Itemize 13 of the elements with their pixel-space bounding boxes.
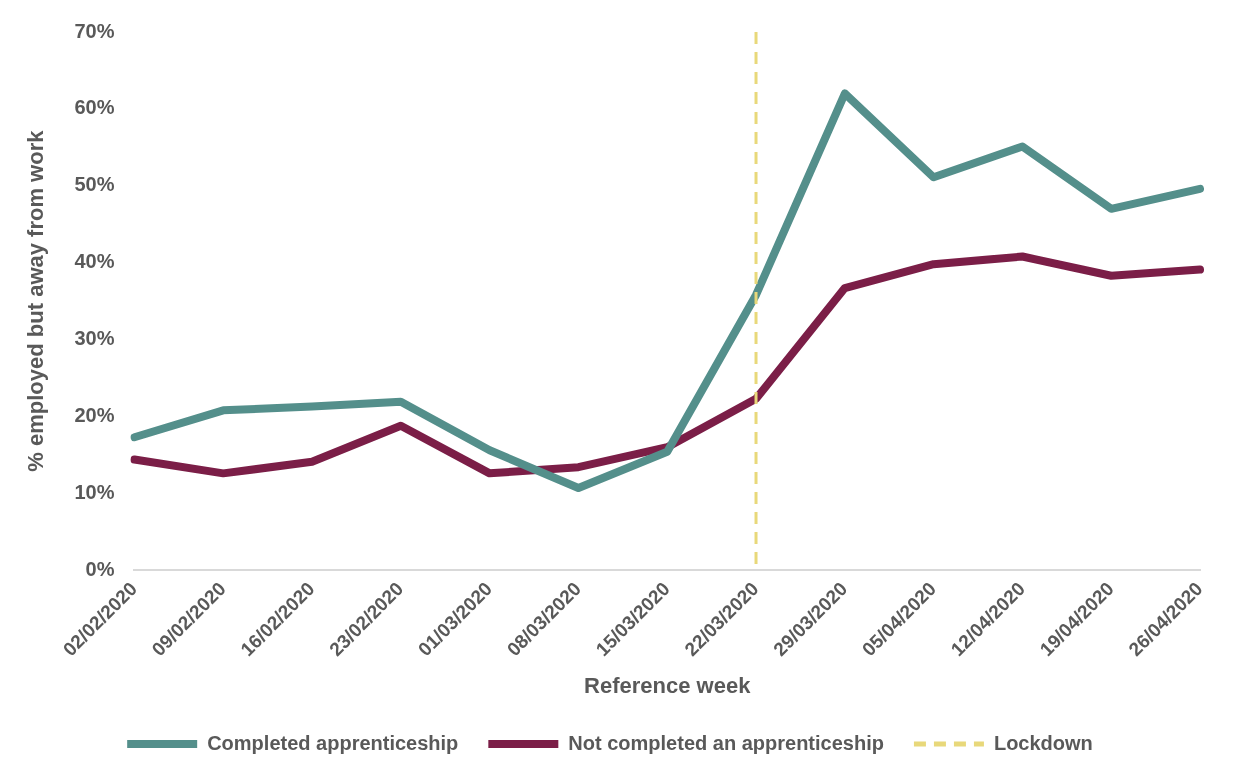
y-tick-label: 40% xyxy=(74,250,115,273)
y-tick-label: 20% xyxy=(74,403,115,426)
y-tick-label: 10% xyxy=(74,480,115,503)
y-tick-label: 0% xyxy=(85,557,115,580)
y-tick-label: 60% xyxy=(74,96,115,119)
y-tick-label: 70% xyxy=(74,19,115,42)
legend-label: Not completed an apprenticeship xyxy=(568,731,884,754)
y-axis-title: % employed but away from work xyxy=(23,129,49,472)
x-axis-title: Reference week xyxy=(584,672,752,698)
legend-label: Lockdown xyxy=(993,731,1093,754)
y-tick-label: 50% xyxy=(74,173,115,196)
legend-label: Completed apprenticeship xyxy=(207,731,459,754)
y-tick-label: 30% xyxy=(74,327,115,350)
